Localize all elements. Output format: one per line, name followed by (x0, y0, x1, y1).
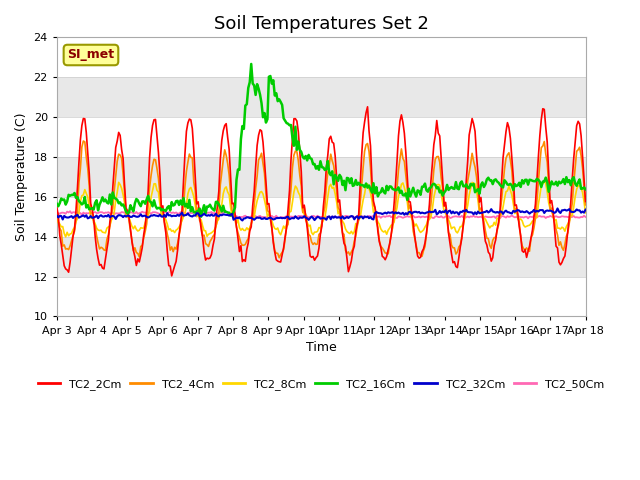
X-axis label: Time: Time (306, 341, 337, 354)
Bar (57, 37, 586, 77)
Bar (57, 77, 586, 117)
Bar (57, 276, 586, 316)
Bar (57, 117, 586, 157)
Bar (57, 197, 586, 237)
Bar (57, 237, 586, 276)
Y-axis label: Soil Temperature (C): Soil Temperature (C) (15, 113, 28, 241)
Title: Soil Temperatures Set 2: Soil Temperatures Set 2 (214, 15, 429, 33)
Legend: TC2_2Cm, TC2_4Cm, TC2_8Cm, TC2_16Cm, TC2_32Cm, TC2_50Cm: TC2_2Cm, TC2_4Cm, TC2_8Cm, TC2_16Cm, TC2… (34, 375, 609, 395)
Bar (57, 157, 586, 197)
Text: SI_met: SI_met (67, 48, 115, 61)
